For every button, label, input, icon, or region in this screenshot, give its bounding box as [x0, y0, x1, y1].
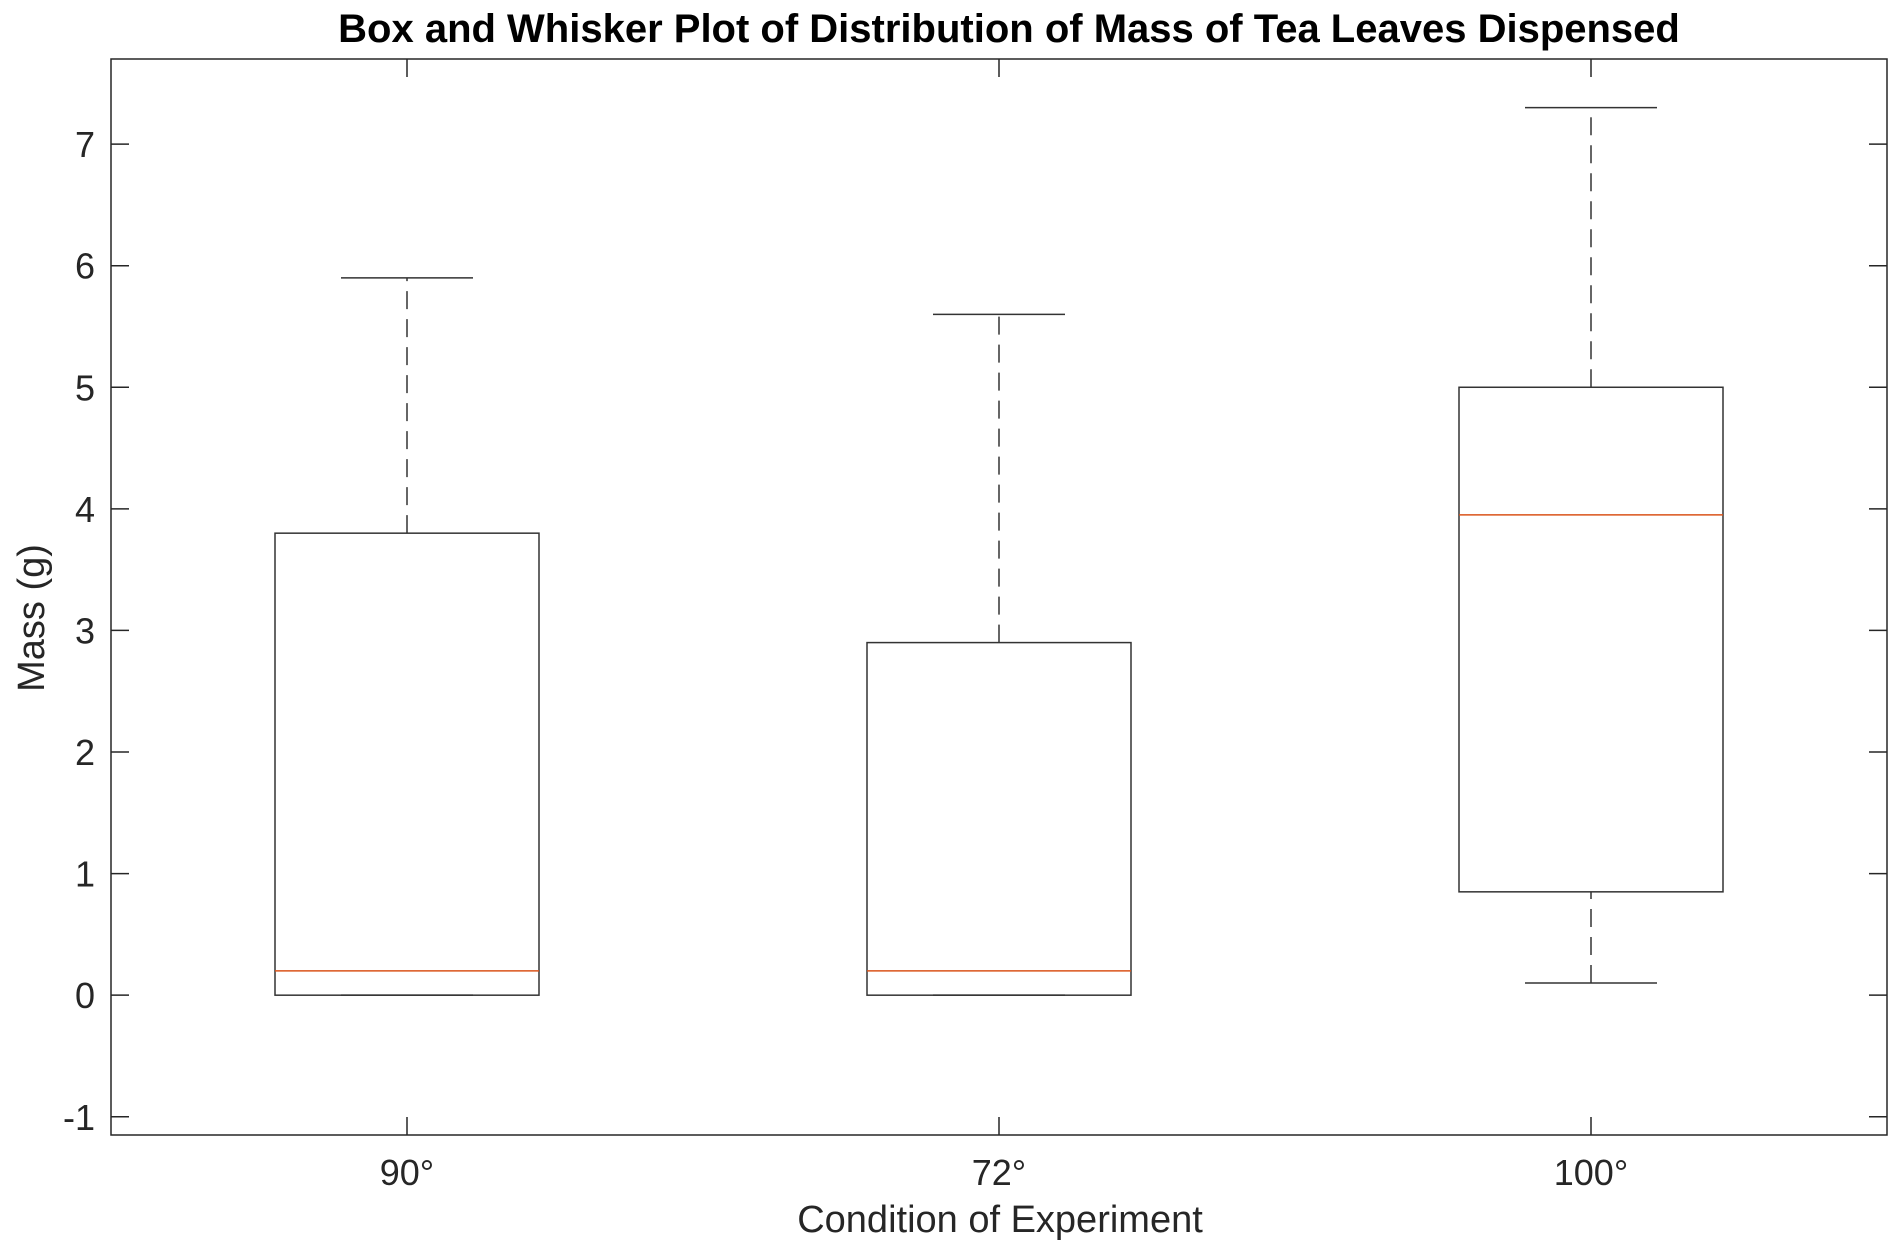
x-tick-label: 100°	[1554, 1152, 1628, 1193]
x-axis-label: Condition of Experiment	[797, 1199, 1203, 1241]
y-tick-label: 4	[75, 489, 95, 530]
box-1	[866, 641, 1132, 996]
y-axis-label: Mass (g)	[11, 544, 53, 692]
y-tick-label: 0	[75, 975, 95, 1016]
y-tick-label: 1	[75, 854, 95, 895]
y-tick-label: 5	[75, 367, 95, 408]
y-tick-label: 7	[75, 124, 95, 165]
x-tick-label: 90°	[380, 1152, 434, 1193]
y-tick-label: 3	[75, 610, 95, 651]
chart-title: Box and Whisker Plot of Distribution of …	[338, 7, 1680, 51]
plot-area: -1 0 1 2 3 4 5 6 7 90° 72° 100°	[63, 58, 1888, 1193]
y-tick-label: 2	[75, 732, 95, 773]
y-tick-label: 6	[75, 246, 95, 287]
x-tick-label: 72°	[972, 1152, 1026, 1193]
y-tick-label: -1	[63, 1097, 95, 1138]
box-0	[274, 532, 540, 996]
box-2	[1458, 386, 1724, 893]
